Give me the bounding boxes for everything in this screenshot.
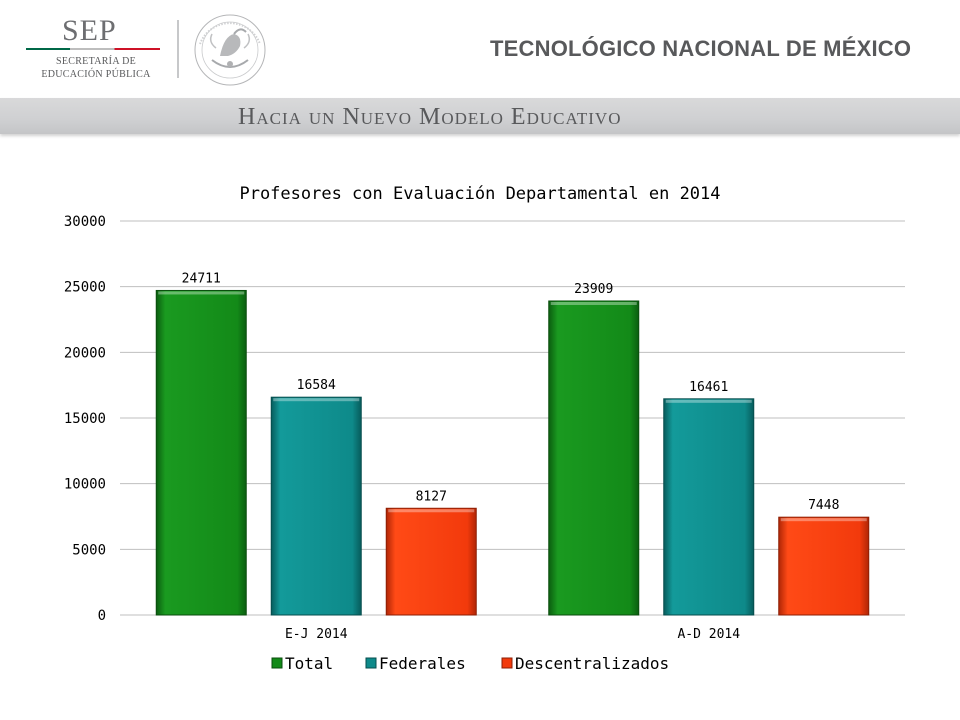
x-category-label: A-D 2014 bbox=[677, 627, 740, 642]
slogan-banner bbox=[0, 98, 960, 134]
y-tick-label: 15000 bbox=[64, 411, 106, 427]
x-category-label: E-J 2014 bbox=[285, 627, 348, 642]
data-label: 8127 bbox=[416, 489, 447, 504]
y-tick-label: 20000 bbox=[64, 345, 106, 361]
institution-name: TECNOLÓGICO NACIONAL DE MÉXICO bbox=[490, 36, 912, 61]
bar-highlight bbox=[273, 398, 360, 402]
data-label: 7448 bbox=[808, 498, 839, 513]
bar-descentralizados-0 bbox=[385, 507, 477, 616]
bar-total-1 bbox=[548, 300, 640, 616]
y-axis-ticks: 0 5000 10000 15000 20000 25000 30000 bbox=[64, 214, 106, 624]
chart-title: Profesores con Evaluación Departamental … bbox=[239, 184, 720, 204]
sep-logo-stripe bbox=[26, 48, 160, 50]
y-tick-label: 10000 bbox=[64, 477, 106, 493]
sep-logo: SEP SECRETARÍA DE EDUCACIÓN PÚBLICA bbox=[22, 14, 162, 84]
data-label: 16461 bbox=[689, 380, 728, 395]
legend-label: Federales bbox=[379, 654, 466, 673]
legend-swatch-descentralizados bbox=[501, 657, 513, 669]
sep-logo-line1: SECRETARÍA DE bbox=[55, 56, 137, 67]
legend-swatch-total bbox=[271, 657, 283, 669]
x-axis-categories: E-J 2014 A-D 2014 bbox=[285, 627, 740, 642]
bar-highlight bbox=[388, 509, 475, 513]
y-tick-label: 30000 bbox=[64, 214, 106, 230]
bar-descentralizados-1 bbox=[778, 516, 870, 616]
page-header: SEP SECRETARÍA DE EDUCACIÓN PÚBLICA TECN… bbox=[0, 0, 960, 98]
data-label: 23909 bbox=[574, 282, 613, 297]
chart-legend: Total Federales Descentralizados bbox=[271, 654, 669, 673]
legend-label: Total bbox=[285, 654, 333, 673]
bars bbox=[155, 289, 870, 616]
sep-logo-line2: EDUCACIÓN PÚBLICA bbox=[41, 69, 151, 80]
data-labels: 24711 16584 8127 23909 16461 7448 bbox=[182, 271, 840, 513]
grid-lines bbox=[120, 220, 905, 616]
data-label: 16584 bbox=[297, 378, 336, 393]
mexico-seal-icon bbox=[194, 14, 266, 86]
bar-federales-0 bbox=[270, 396, 362, 616]
bar-total-0 bbox=[155, 289, 247, 616]
y-tick-label: 25000 bbox=[64, 280, 106, 296]
legend-label: Descentralizados bbox=[515, 654, 669, 673]
data-label: 24711 bbox=[182, 271, 221, 286]
slogan-text: Hacia un Nuevo Modelo Educativo bbox=[238, 104, 622, 130]
bar-highlight bbox=[550, 301, 637, 305]
bar-federales-1 bbox=[663, 398, 755, 616]
bar-highlight bbox=[780, 518, 867, 522]
header-divider bbox=[177, 20, 179, 78]
legend-swatch-federales bbox=[365, 657, 377, 669]
y-tick-label: 5000 bbox=[72, 542, 106, 558]
bar-highlight bbox=[158, 291, 245, 295]
sep-logo-title: SEP bbox=[62, 14, 117, 47]
bar-highlight bbox=[665, 399, 752, 403]
y-tick-label: 0 bbox=[98, 608, 106, 624]
